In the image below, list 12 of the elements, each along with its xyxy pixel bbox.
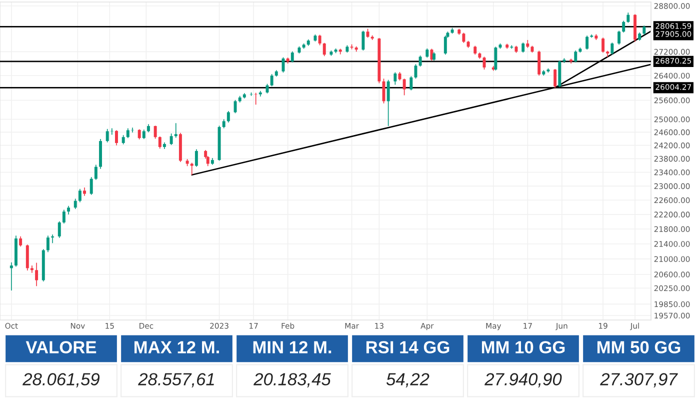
text: 54,22 [386, 373, 430, 388]
text: 20.183,45 [254, 373, 331, 388]
text: MM 50 GG [597, 341, 680, 354]
text: 28.061,59 [22, 373, 100, 388]
text: RSI 14 GG [366, 341, 450, 354]
text: 28.557,61 [138, 373, 214, 388]
text: 27.940,90 [484, 373, 562, 388]
text: VALORE [26, 341, 96, 354]
text: MAX 12 M. [134, 341, 219, 354]
text: 27.307,97 [600, 373, 678, 388]
text: MM 10 GG [482, 341, 565, 354]
text: MIN 12 M. [253, 341, 332, 354]
